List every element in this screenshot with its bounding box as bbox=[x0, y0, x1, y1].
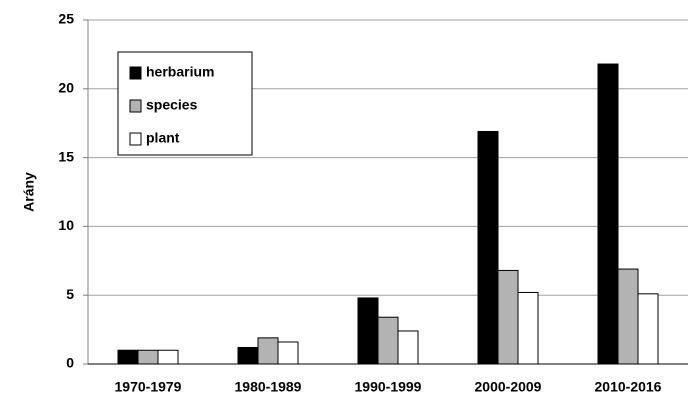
bar bbox=[617, 268, 639, 365]
bar bbox=[117, 349, 139, 365]
bar bbox=[637, 293, 659, 365]
legend-label: herbarium bbox=[146, 64, 214, 80]
y-tick-label: 5 bbox=[66, 286, 74, 302]
bar bbox=[517, 291, 539, 365]
y-tick-label: 15 bbox=[58, 148, 74, 164]
legend-swatch bbox=[129, 99, 142, 113]
x-tick-label: 1980-1989 bbox=[235, 379, 302, 395]
bar bbox=[277, 341, 299, 365]
x-tick-label: 2010-2016 bbox=[595, 379, 662, 395]
legend-swatch bbox=[129, 66, 142, 80]
legend-label: plant bbox=[146, 130, 180, 146]
x-tick-label: 2000-2009 bbox=[475, 379, 542, 395]
y-tick-label: 20 bbox=[58, 80, 74, 96]
bar bbox=[597, 63, 619, 365]
legend-swatch bbox=[129, 132, 142, 146]
y-tick-label: 10 bbox=[58, 217, 74, 233]
x-tick-label: 1970-1979 bbox=[115, 379, 182, 395]
bar bbox=[137, 349, 159, 365]
bar bbox=[357, 297, 379, 365]
bar bbox=[237, 346, 259, 365]
legend-label: species bbox=[146, 97, 198, 113]
bar bbox=[157, 349, 179, 365]
x-tick-label: 1990-1999 bbox=[355, 379, 422, 395]
y-tick-label: 0 bbox=[66, 355, 74, 371]
bar bbox=[397, 330, 419, 365]
bar bbox=[257, 337, 279, 365]
bar bbox=[377, 316, 399, 365]
bar bbox=[497, 269, 519, 365]
bar bbox=[477, 130, 499, 365]
y-tick-label: 25 bbox=[58, 11, 74, 27]
y-axis-label: Arány bbox=[21, 172, 37, 212]
